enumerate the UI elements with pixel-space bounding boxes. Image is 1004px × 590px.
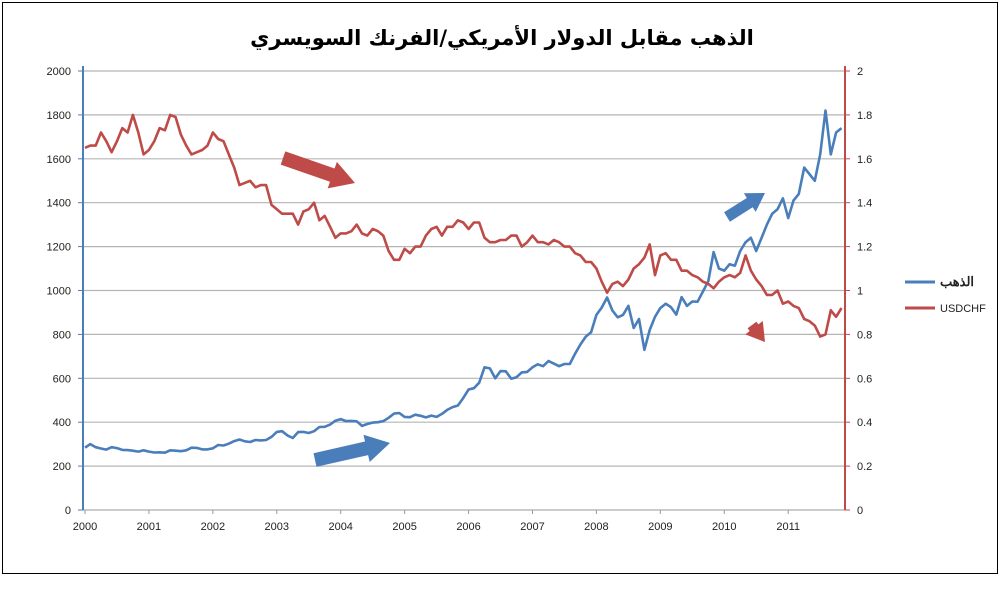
y-right-tick-label: 0.8 (857, 329, 872, 341)
x-tick-label: 2006 (456, 521, 480, 533)
y-left-tick-label: 600 (53, 373, 71, 385)
trend-arrow-down-right (280, 151, 355, 189)
y-left-tick-label: 800 (53, 329, 71, 341)
x-tick-label: 2005 (392, 521, 416, 533)
x-tick-label: 2000 (73, 521, 97, 533)
y-left-tick-label: 1800 (47, 110, 71, 122)
legend-label: الذهب (940, 274, 974, 289)
x-tick-label: 2002 (201, 521, 225, 533)
series-line-gold (84, 109, 843, 455)
y-right-tick-label: 0 (857, 505, 863, 517)
x-tick-label: 2004 (328, 521, 352, 533)
trend-arrow-up-right (724, 193, 765, 222)
chart-title: الذهب مقابل الدولار الأمريكي/الفرنك السو… (250, 26, 754, 50)
y-right-tick-label: 0.4 (857, 417, 872, 429)
y-left-tick-label: 0 (65, 505, 71, 517)
y-right-tick-label: 1.2 (857, 242, 872, 254)
chart-frame (2, 2, 998, 574)
y-left-tick-label: 1000 (47, 286, 71, 298)
x-tick-label: 2003 (265, 521, 289, 533)
y-right-tick-label: 1.8 (857, 110, 872, 122)
y-left-tick-label: 400 (53, 417, 71, 429)
x-tick-label: 2007 (520, 521, 544, 533)
trend-arrow-up-right (313, 434, 390, 467)
x-tick-label: 2010 (712, 521, 736, 533)
y-left-tick-label: 200 (53, 461, 71, 473)
y-left-tick-label: 1400 (47, 198, 71, 210)
y-right-tick-label: 2 (857, 66, 863, 78)
y-right-tick-label: 0.6 (857, 373, 872, 385)
y-right-tick-label: 1.6 (857, 154, 872, 166)
y-right-tick-label: 1.4 (857, 198, 872, 210)
x-tick-label: 2001 (137, 521, 161, 533)
y-left-tick-label: 2000 (47, 66, 71, 78)
y-right-tick-label: 0.2 (857, 461, 872, 473)
y-right-tick-label: 1 (857, 286, 863, 298)
x-tick-label: 2009 (648, 521, 672, 533)
legend-label: USDCHF (940, 303, 986, 315)
x-tick-label: 2008 (584, 521, 608, 533)
y-left-tick-label: 1600 (47, 154, 71, 166)
series-line-usdchf (84, 113, 843, 338)
x-tick-label: 2011 (776, 521, 800, 533)
trend-arrow-down-right (745, 321, 765, 342)
y-left-tick-label: 1200 (47, 242, 71, 254)
